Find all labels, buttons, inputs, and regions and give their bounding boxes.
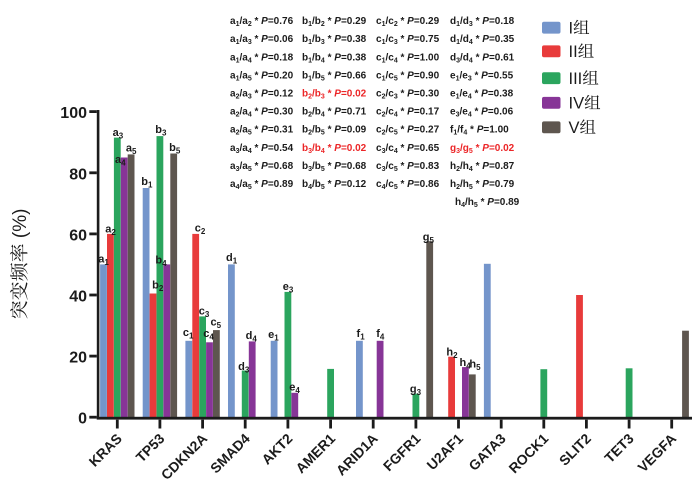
svg-text:a1/a3 * P=0.06: a1/a3 * P=0.06 [230,34,294,46]
svg-text:60: 60 [69,227,87,244]
svg-text:b1: b1 [141,176,153,190]
svg-text:II: II [569,43,578,61]
svg-text:d1: d1 [226,252,238,266]
svg-text:c5: c5 [211,316,222,330]
svg-text:a2/a5 * P=0.31: a2/a5 * P=0.31 [230,125,294,137]
svg-text:c2: c2 [195,223,206,237]
svg-text:III: III [569,70,583,88]
svg-text:a1: a1 [98,253,109,267]
svg-text:c1/c2 * P=0.29: c1/c2 * P=0.29 [376,16,440,28]
svg-text:a5: a5 [126,143,137,157]
svg-text:c2/c4 * P=0.17: c2/c4 * P=0.17 [376,107,440,119]
svg-text:b2: b2 [152,280,164,294]
svg-text:a1/a2 * P=0.76: a1/a2 * P=0.76 [230,16,294,28]
svg-text:c1/c3 * P=0.75: c1/c3 * P=0.75 [376,34,440,46]
svg-text:I: I [569,20,574,38]
svg-text:b3/b4 * P=0.02: b3/b4 * P=0.02 [302,143,367,155]
svg-text:100: 100 [60,105,87,122]
svg-text:a2/a3 * P=0.12: a2/a3 * P=0.12 [230,89,294,101]
svg-text:d4: d4 [246,330,258,344]
svg-text:c1: c1 [183,327,194,341]
svg-text:c1/c4 * P=1.00: c1/c4 * P=1.00 [376,52,440,64]
svg-text:a3/a4 * P=0.54: a3/a4 * P=0.54 [230,143,294,155]
svg-text:b1/b4 * P=0.38: b1/b4 * P=0.38 [302,52,367,64]
svg-text:a4/a5 * P=0.89: a4/a5 * P=0.89 [230,179,294,191]
svg-text:c4/c5 * P=0.86: c4/c5 * P=0.86 [376,179,440,191]
svg-text:g3/g5 * P=0.02: g3/g5 * P=0.02 [450,143,515,155]
svg-text:f4: f4 [376,328,385,342]
svg-text:b2/b5 * P=0.09: b2/b5 * P=0.09 [302,125,367,137]
svg-text:e4: e4 [289,382,300,396]
svg-text:a2: a2 [105,223,116,237]
svg-text:e1: e1 [268,329,279,343]
svg-text:0: 0 [78,411,87,428]
svg-text:c3: c3 [199,306,210,320]
svg-text:e3/e4 * P=0.06: e3/e4 * P=0.06 [450,107,514,119]
svg-text:d3/d4 * P=0.61: d3/d4 * P=0.61 [450,52,515,64]
svg-text:c3/c4 * P=0.65: c3/c4 * P=0.65 [376,143,440,155]
svg-text:b5: b5 [169,142,181,156]
svg-text:c1/c5 * P=0.90: c1/c5 * P=0.90 [376,70,440,82]
svg-text:b2/b4 * P=0.71: b2/b4 * P=0.71 [302,107,367,119]
svg-text:a2/a4 * P=0.30: a2/a4 * P=0.30 [230,107,294,119]
svg-text:h2/h5 * P=0.79: h2/h5 * P=0.79 [450,179,515,191]
svg-text:b4/b5 * P=0.12: b4/b5 * P=0.12 [302,179,367,191]
svg-text:IV: IV [569,95,585,113]
svg-text:e3: e3 [283,281,294,295]
svg-text:20: 20 [69,350,87,367]
svg-text:b2/b3 * P=0.02: b2/b3 * P=0.02 [302,89,367,101]
svg-text:b4: b4 [155,255,167,269]
svg-text:f1/f4 * P=1.00: f1/f4 * P=1.00 [450,125,509,137]
svg-text:80: 80 [69,166,87,183]
svg-text:d1/d4 * P=0.35: d1/d4 * P=0.35 [450,34,515,46]
svg-text:a3/a5 * P=0.68: a3/a5 * P=0.68 [230,161,294,173]
svg-text:a1/a5 * P=0.20: a1/a5 * P=0.20 [230,70,294,82]
svg-text:a4: a4 [115,154,126,168]
svg-text:f1: f1 [357,328,366,342]
svg-text:h4/h5 * P=0.89: h4/h5 * P=0.89 [455,197,520,209]
svg-text:40: 40 [69,289,87,306]
svg-text:b1/b2 * P=0.29: b1/b2 * P=0.29 [302,16,367,28]
svg-text:h2: h2 [446,346,458,360]
svg-text:d1/d3 * P=0.18: d1/d3 * P=0.18 [450,16,515,28]
svg-text:(%): (%) [10,209,31,244]
svg-text:c4: c4 [203,328,214,342]
svg-text:a3: a3 [113,127,124,141]
svg-text:c2/c3 * P=0.30: c2/c3 * P=0.30 [376,89,440,101]
svg-text:b3: b3 [155,124,167,138]
svg-text:V: V [569,119,580,137]
svg-text:h5: h5 [469,359,481,373]
svg-text:a1/a4 * P=0.18: a1/a4 * P=0.18 [230,52,294,64]
svg-text:b1/b5 * P=0.66: b1/b5 * P=0.66 [302,70,367,82]
svg-text:b3/b5 * P=0.68: b3/b5 * P=0.68 [302,161,367,173]
svg-text:g5: g5 [423,232,435,246]
svg-text:h4: h4 [460,357,472,371]
svg-text:h2/h4 * P=0.87: h2/h4 * P=0.87 [450,161,515,173]
svg-text:e1/e3 * P=0.55: e1/e3 * P=0.55 [450,70,514,82]
svg-text:c2/c5 * P=0.27: c2/c5 * P=0.27 [376,125,440,137]
svg-text:c3/c5 * P=0.83: c3/c5 * P=0.83 [376,161,440,173]
svg-text:d3: d3 [238,361,250,375]
svg-text:b1/b3 * P=0.38: b1/b3 * P=0.38 [302,34,367,46]
svg-text:e1/e4 * P=0.38: e1/e4 * P=0.38 [450,89,514,101]
svg-text:g3: g3 [410,383,422,397]
